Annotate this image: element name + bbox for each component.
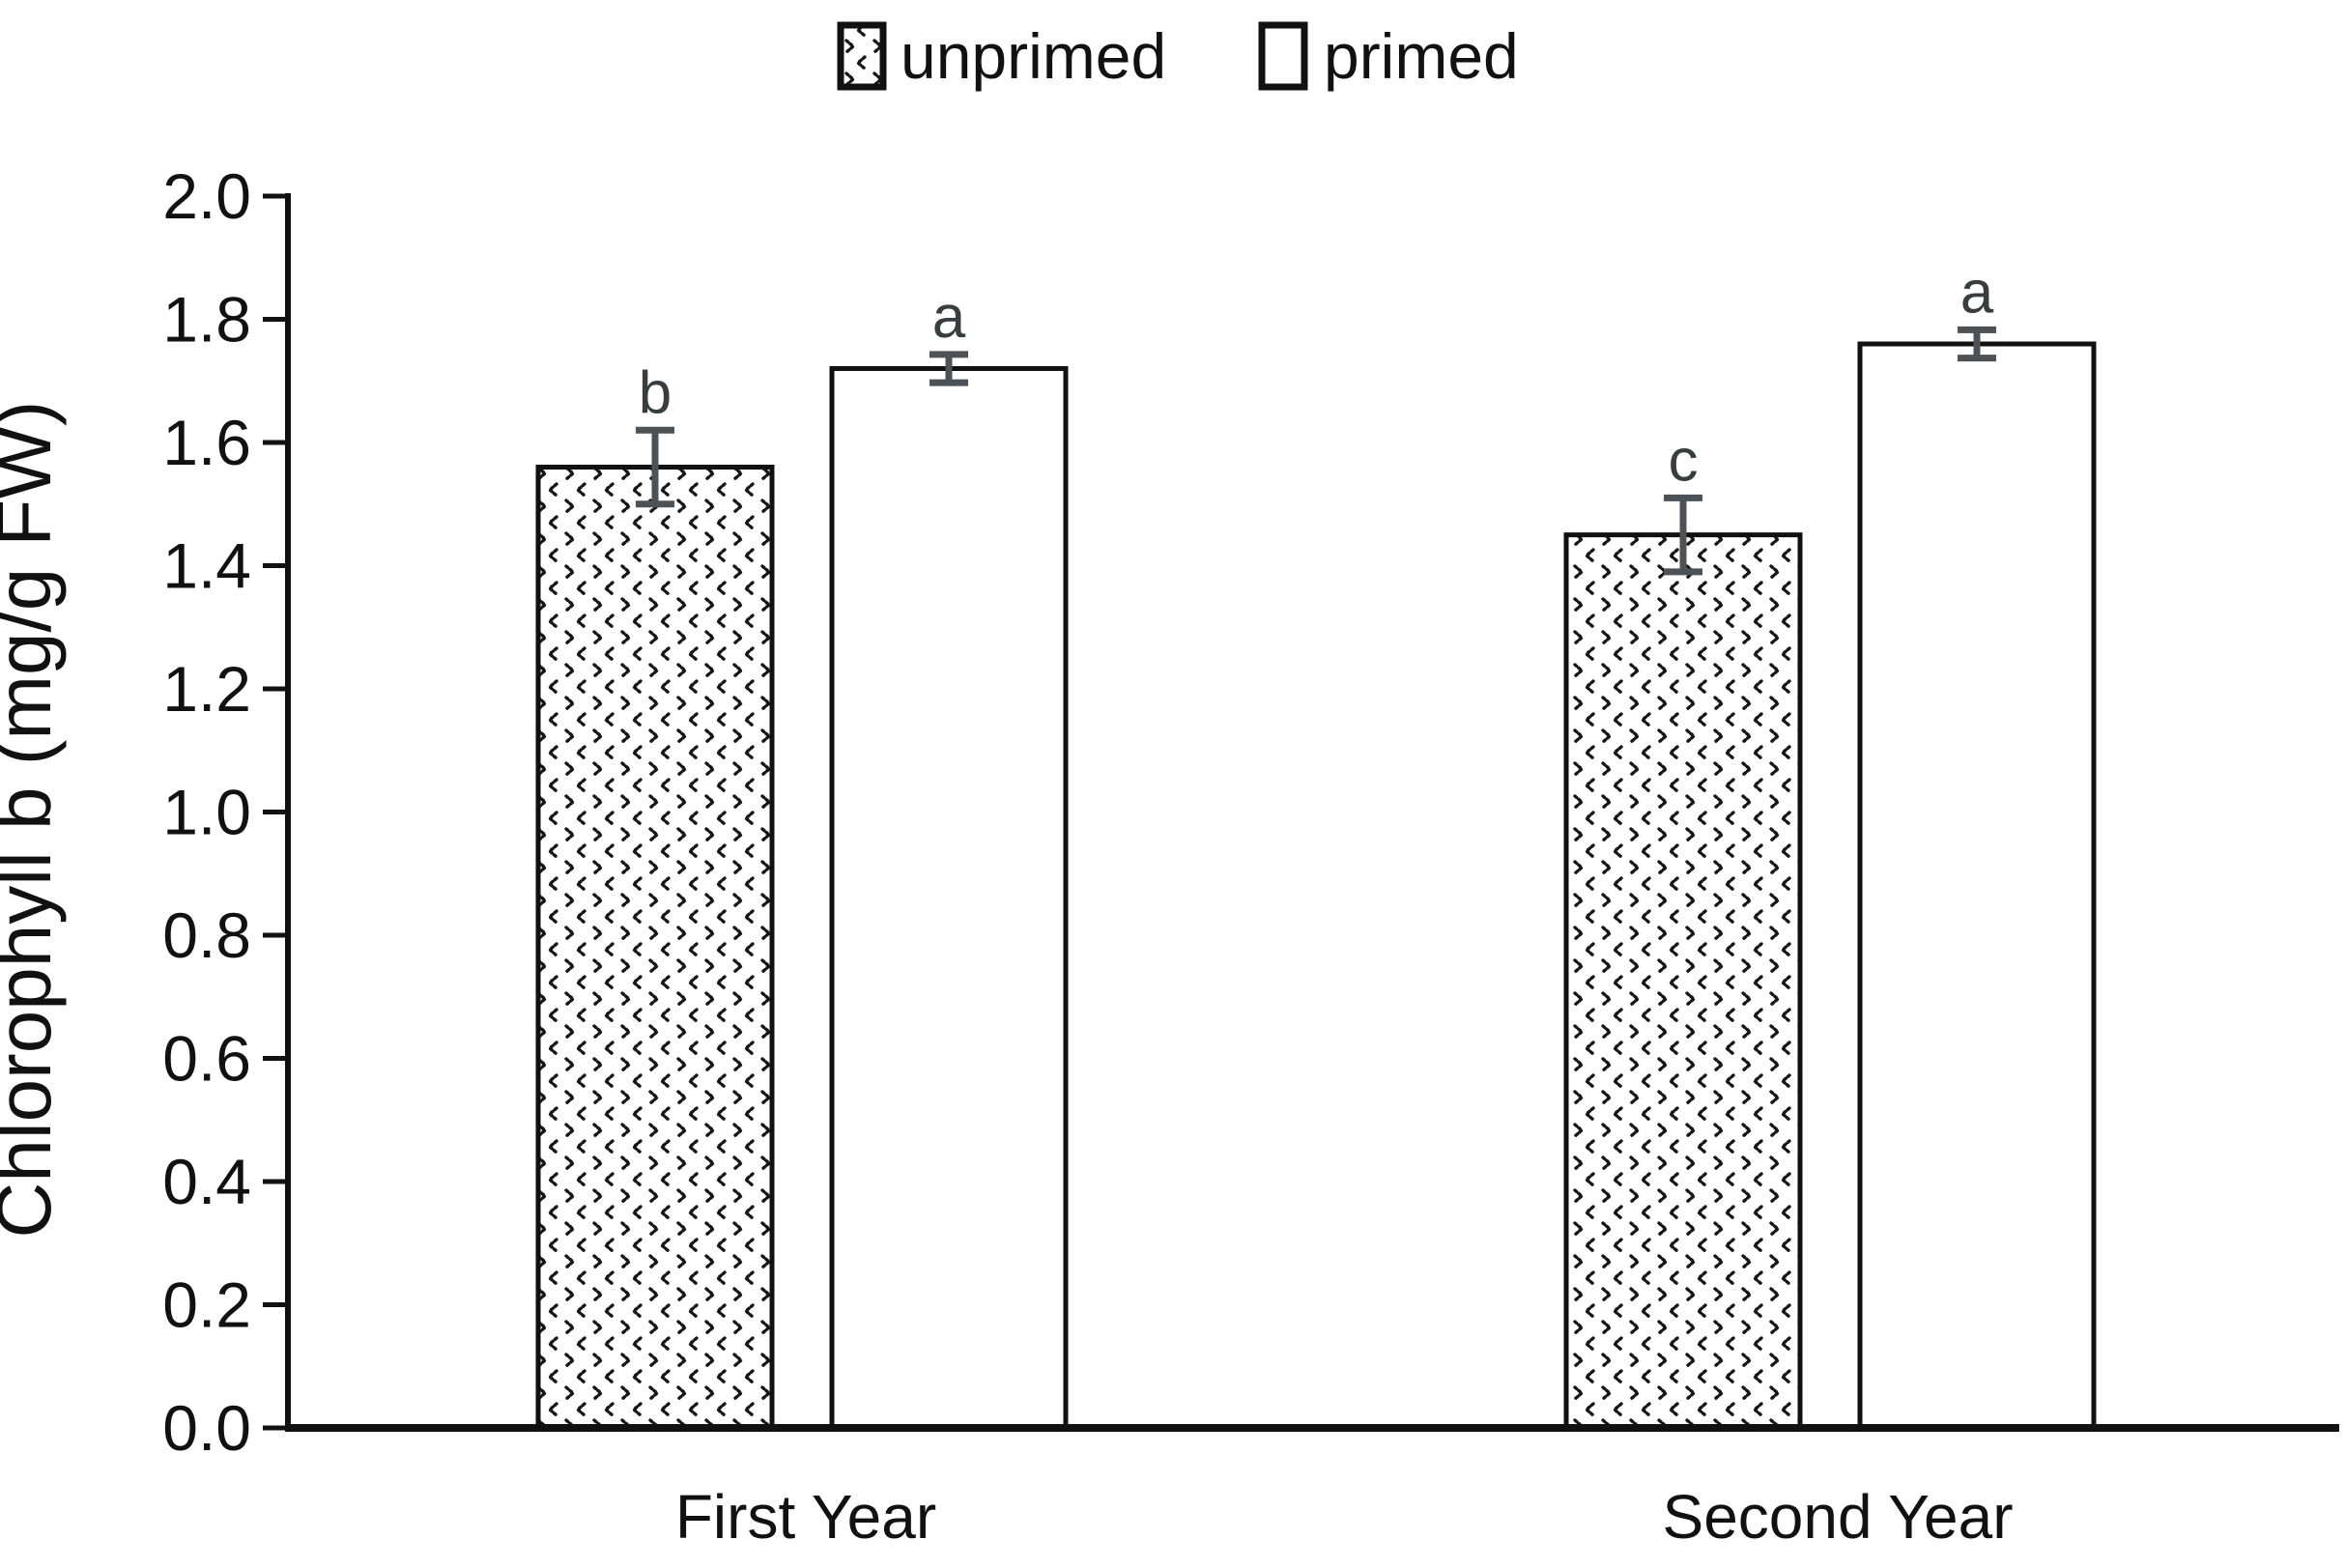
bars	[535, 341, 2097, 1431]
sig-letter-primed-0: a	[932, 284, 966, 351]
y-tick-label: 1.6	[162, 407, 251, 478]
sig-letter-unprimed-0: b	[639, 359, 672, 426]
x-category-label-0: First Year	[675, 1482, 936, 1552]
legend-swatch-primed-icon	[1258, 21, 1308, 91]
y-tick-label: 0.6	[162, 1023, 251, 1095]
legend-label-unprimed: unprimed	[901, 20, 1166, 92]
y-axis-label: Chlorophyll b (mg/g FW)	[0, 401, 67, 1239]
y-tick-label: 1.8	[162, 284, 251, 356]
error-bars	[636, 326, 1996, 576]
y-axis-ticks: 2.0 1.8 1.6 1.4 1.2 1.0 0.8 0.6 0.4 0.2 0.0	[162, 160, 288, 1464]
sig-letter-unprimed-1: c	[1669, 427, 1699, 494]
y-tick-label: 1.4	[162, 530, 251, 602]
legend-label-primed: primed	[1324, 20, 1519, 92]
sig-letter-primed-1: a	[1960, 259, 1994, 326]
x-axis-labels: First Year Second Year	[675, 1482, 2014, 1552]
legend-swatch-unprimed-icon	[837, 21, 887, 91]
legend: unprimed primed	[837, 20, 1519, 92]
y-tick-label: 2.0	[162, 160, 251, 232]
y-tick-label: 1.0	[162, 777, 251, 848]
bar-primed-1	[1857, 341, 2097, 1431]
y-tick-label: 0.0	[162, 1392, 251, 1464]
y-tick-label: 1.2	[162, 653, 251, 725]
bar-unprimed-1	[1563, 532, 1803, 1431]
y-tick-label: 0.2	[162, 1269, 251, 1341]
bar-primed-0	[829, 366, 1069, 1431]
significance-letters: b c a a	[639, 259, 1994, 494]
y-tick-label: 0.8	[162, 899, 251, 971]
bar-unprimed-0	[535, 465, 775, 1431]
y-tick-label: 0.4	[162, 1146, 251, 1217]
axes	[285, 193, 2339, 1432]
x-category-label-1: Second Year	[1663, 1482, 2014, 1552]
